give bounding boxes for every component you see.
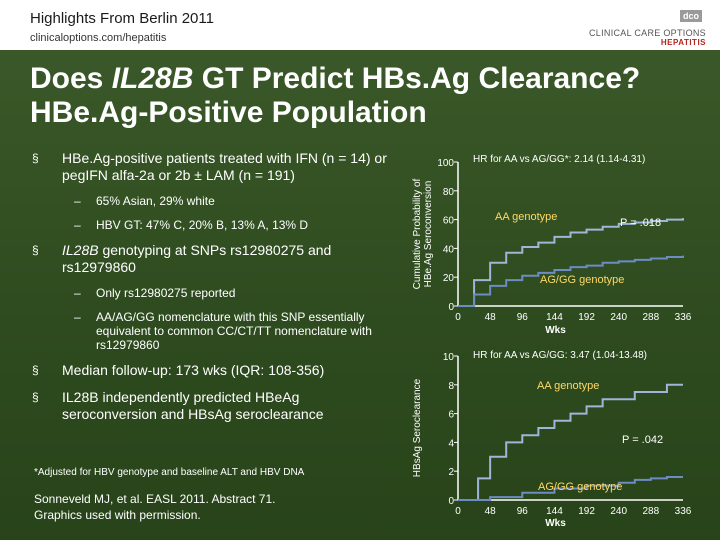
sub-bullet-1-2: – HBV GT: 47% C, 20% B, 13% A, 13% D <box>30 218 390 232</box>
sub-bullet-1-2-text: HBV GT: 47% C, 20% B, 13% A, 13% D <box>96 218 309 232</box>
bullet-1: § HBe.Ag-positive patients treated with … <box>30 150 390 184</box>
title-line2: HBe.Ag-Positive Population <box>30 96 427 129</box>
bullet-2: § IL28B genotyping at SNPs rs12980275 an… <box>30 242 390 276</box>
sub-bullet-2-1: – Only rs12980275 reported <box>30 286 390 300</box>
bullet-3: § Median follow-up: 173 wks (IQR: 108-35… <box>30 362 390 379</box>
bullet-2-italic: IL28B <box>62 242 99 258</box>
bullet-1-text: HBe.Ag-positive patients treated with IF… <box>62 150 387 183</box>
logo-badge: dco <box>679 10 702 22</box>
sub-bullet-marker: – <box>74 218 81 232</box>
title-italic: IL28B <box>111 62 194 95</box>
bullet-list: § HBe.Ag-positive patients treated with … <box>30 150 390 433</box>
bullet-marker: § <box>32 243 39 257</box>
bullet-marker: § <box>32 363 39 377</box>
header-bar: Highlights From Berlin 2011 clinicalopti… <box>0 0 720 50</box>
citation-line1: Sonneveld MJ, et al. EASL 2011. Abstract… <box>34 492 276 506</box>
sub-bullet-2-1-text: Only rs12980275 reported <box>96 286 236 300</box>
sub-bullet-1-1: – 65% Asian, 29% white <box>30 194 390 208</box>
sub-bullet-marker: – <box>74 310 81 324</box>
footnote: *Adjusted for HBV genotype and baseline … <box>34 467 305 478</box>
title-part1: Does <box>30 62 112 95</box>
sub-bullet-1-1-text: 65% Asian, 29% white <box>96 194 215 208</box>
logo-sub-text: HEPATITIS <box>660 38 706 47</box>
title-part2: GT Predict HBs.Ag Clearance? <box>193 62 641 95</box>
citation-line2: Graphics used with permission. <box>34 508 201 522</box>
sub-bullet-marker: – <box>74 194 81 208</box>
sub-bullet-2-2: – AA/AG/GG nomenclature with this SNP es… <box>30 310 390 352</box>
bullet-3-text: Median follow-up: 173 wks (IQR: 108-356) <box>62 362 325 378</box>
bullet-2-text: genotyping at SNPs rs12980275 and rs1297… <box>62 242 332 275</box>
bullet-4: § IL28B independently predicted HBeAg se… <box>30 389 390 423</box>
header-title: Highlights From Berlin 2011 <box>30 10 214 27</box>
sub-bullet-marker: – <box>74 286 81 300</box>
sub-bullet-2-2-text: AA/AG/GG nomenclature with this SNP esse… <box>96 310 372 352</box>
citation: Sonneveld MJ, et al. EASL 2011. Abstract… <box>34 491 275 523</box>
clinical-care-options-logo: dco CLINICAL CARE OPTIONS HEPATITIS <box>586 6 706 47</box>
logo-main-text: CLINICAL CARE OPTIONS <box>589 28 706 38</box>
bullet-marker: § <box>32 151 39 165</box>
slide-title: Does IL28B GT Predict HBs.Ag Clearance? … <box>30 62 710 130</box>
header-url[interactable]: clinicaloptions.com/hepatitis <box>30 32 167 44</box>
bullet-marker: § <box>32 390 39 404</box>
bullet-4-text: IL28B independently predicted HBeAg sero… <box>62 389 324 422</box>
